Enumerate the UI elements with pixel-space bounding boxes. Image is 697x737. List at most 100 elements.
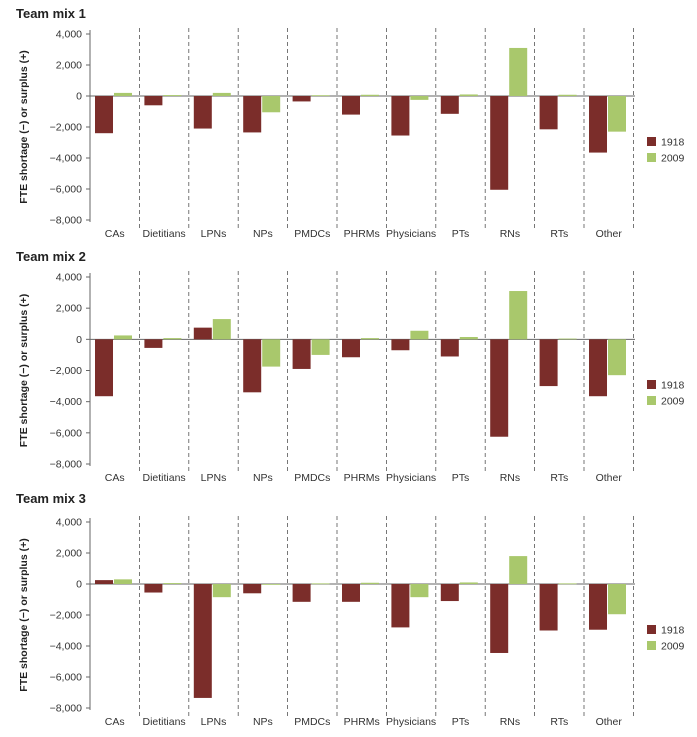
- bar-1918-PHRMs: [342, 584, 360, 602]
- chart-panel-1: Team mix 1 FTE shortage (−) or surplus (+…: [16, 6, 685, 240]
- legend-label: 1918: [661, 625, 685, 637]
- chart-title: Team mix 1: [16, 6, 86, 21]
- bar-1918-PHRMs: [342, 96, 360, 115]
- legend-swatch-1918: [647, 625, 656, 634]
- bar-2009-LPNs: [212, 92, 231, 96]
- y-tick-label: −6,000: [50, 672, 83, 684]
- legend-label: 2009: [661, 153, 685, 165]
- y-tick-label: −2,000: [50, 610, 83, 622]
- bar-1918-RNs: [490, 584, 509, 653]
- bar-2009-RNs: [509, 47, 528, 96]
- bar-2009-Dietitians: [163, 95, 182, 96]
- y-tick-label: −4,000: [50, 396, 83, 408]
- bar-2009-PTs: [459, 582, 478, 584]
- bar-2009-PHRMs: [361, 94, 379, 96]
- bar-1918-PMDCs: [292, 584, 311, 602]
- bar-1918-PTs: [440, 96, 459, 114]
- x-tick-label: LPNs: [201, 228, 227, 240]
- x-tick-label: PTs: [452, 472, 470, 484]
- bar-2009-RNs: [509, 291, 528, 340]
- bar-2009-NPs: [262, 584, 281, 585]
- x-tick-label: RNs: [500, 472, 520, 484]
- y-axis-label: FTE shortage (−) or surplus (+): [18, 294, 30, 447]
- bar-1918-CAs: [95, 580, 113, 584]
- bar-1918-RNs: [490, 339, 509, 437]
- bar-2009-CAs: [114, 579, 132, 584]
- bar-1918-LPNs: [193, 327, 212, 340]
- x-tick-label: PHRMs: [344, 716, 380, 728]
- bar-1918-PTs: [440, 584, 459, 602]
- y-tick-label: 4,000: [56, 272, 82, 284]
- bar-2009-Dietitians: [163, 583, 182, 584]
- x-tick-label: RTs: [550, 228, 568, 240]
- bar-1918-Dietitians: [144, 584, 163, 593]
- bar-2009-CAs: [114, 92, 132, 96]
- bar-2009-PMDCs: [311, 339, 330, 355]
- x-tick-label: CAs: [105, 228, 125, 240]
- bar-2009-NPs: [262, 339, 281, 367]
- legend-label: 1918: [661, 380, 685, 392]
- bar-2009-PMDCs: [311, 95, 330, 97]
- y-tick-label: −4,000: [50, 641, 83, 653]
- y-tick-label: −6,000: [50, 184, 83, 196]
- bar-2009-PHRMs: [361, 582, 379, 584]
- bar-2009-RNs: [509, 556, 528, 584]
- bar-1918-CAs: [95, 96, 113, 134]
- x-tick-label: PMDCs: [294, 716, 330, 728]
- x-tick-label: NPs: [253, 716, 273, 728]
- bar-1918-Other: [589, 584, 607, 630]
- x-tick-label: RTs: [550, 716, 568, 728]
- bar-1918-CAs: [95, 339, 113, 397]
- y-tick-label: 2,000: [56, 548, 82, 560]
- bar-2009-Physicians: [410, 96, 429, 100]
- legend-label: 1918: [661, 137, 685, 149]
- chart-title: Team mix 3: [16, 491, 86, 506]
- x-tick-label: Dietitians: [143, 716, 186, 728]
- bar-2009-RTs: [558, 583, 577, 585]
- bar-2009-RTs: [558, 338, 577, 340]
- bar-1918-PTs: [440, 339, 459, 357]
- y-axis-label: FTE shortage (−) or surplus (+): [18, 50, 30, 203]
- x-tick-label: LPNs: [201, 472, 227, 484]
- bar-1918-PMDCs: [292, 339, 311, 369]
- bar-2009-Dietitians: [163, 338, 182, 340]
- x-tick-label: Physicians: [386, 472, 436, 484]
- bar-1918-RTs: [539, 339, 558, 387]
- x-tick-label: PTs: [452, 716, 470, 728]
- x-tick-label: PMDCs: [294, 472, 330, 484]
- bar-1918-NPs: [243, 584, 262, 594]
- bar-1918-RTs: [539, 584, 558, 631]
- bar-1918-LPNs: [193, 584, 212, 698]
- x-tick-label: Physicians: [386, 228, 436, 240]
- bar-2009-NPs: [262, 96, 281, 113]
- bar-1918-PHRMs: [342, 339, 360, 358]
- legend-swatch-2009: [647, 641, 656, 650]
- x-tick-label: PHRMs: [344, 228, 380, 240]
- legend-swatch-1918: [647, 380, 656, 389]
- y-tick-label: −4,000: [50, 153, 83, 165]
- y-tick-label: 4,000: [56, 517, 82, 529]
- y-tick-label: 0: [76, 579, 82, 591]
- bar-2009-PHRMs: [361, 338, 379, 340]
- bar-1918-Physicians: [391, 96, 410, 136]
- legend-swatch-1918: [647, 137, 656, 146]
- y-tick-label: 2,000: [56, 60, 82, 72]
- bar-1918-RTs: [539, 96, 558, 130]
- bar-2009-PMDCs: [311, 583, 330, 585]
- bar-2009-Other: [608, 339, 626, 376]
- bar-2009-PTs: [459, 94, 478, 96]
- x-tick-label: Dietitians: [143, 228, 186, 240]
- bar-1918-Physicians: [391, 584, 410, 628]
- bar-1918-RNs: [490, 96, 509, 190]
- x-tick-label: PHRMs: [344, 472, 380, 484]
- y-tick-label: 0: [76, 334, 82, 346]
- y-tick-label: −8,000: [50, 215, 83, 227]
- bar-1918-Other: [589, 96, 607, 153]
- bar-2009-Other: [608, 96, 626, 132]
- bar-1918-Dietitians: [144, 339, 163, 348]
- y-tick-label: −2,000: [50, 365, 83, 377]
- bar-2009-CAs: [114, 335, 132, 340]
- x-tick-label: RNs: [500, 228, 520, 240]
